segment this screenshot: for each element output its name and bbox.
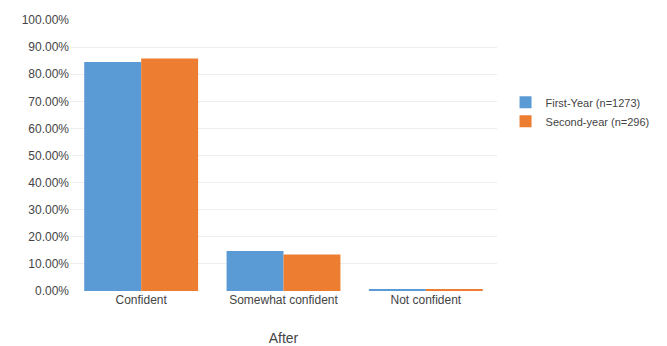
- svg-text:Second-year (n=296): Second-year (n=296): [546, 116, 650, 128]
- svg-text:70.00%: 70.00%: [28, 95, 69, 109]
- svg-text:80.00%: 80.00%: [28, 67, 69, 81]
- svg-text:40.00%: 40.00%: [28, 176, 69, 190]
- svg-text:First-Year (n=1273): First-Year (n=1273): [546, 97, 641, 109]
- svg-text:10.00%: 10.00%: [28, 257, 69, 271]
- svg-text:Confident: Confident: [115, 293, 167, 307]
- svg-text:50.00%: 50.00%: [28, 149, 69, 163]
- svg-text:100.00%: 100.00%: [22, 13, 70, 27]
- svg-text:Somewhat confident: Somewhat confident: [229, 293, 338, 307]
- svg-text:0.00%: 0.00%: [35, 284, 69, 298]
- svg-text:Not confident: Not confident: [390, 293, 461, 307]
- svg-text:After: After: [269, 330, 299, 346]
- svg-text:60.00%: 60.00%: [28, 122, 69, 136]
- svg-text:20.00%: 20.00%: [28, 230, 69, 244]
- svg-text:30.00%: 30.00%: [28, 203, 69, 217]
- svg-text:90.00%: 90.00%: [28, 40, 69, 54]
